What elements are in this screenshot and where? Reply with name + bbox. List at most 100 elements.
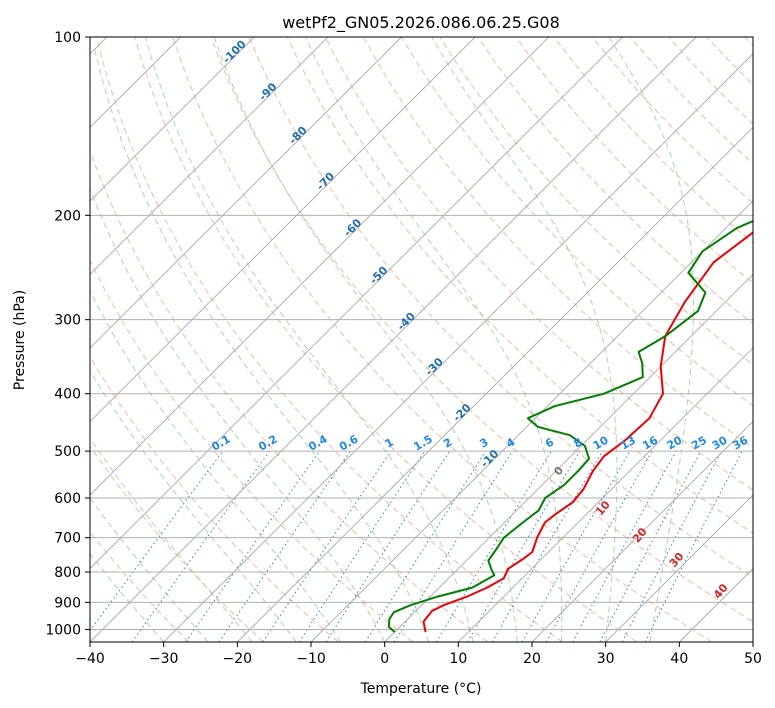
moist-adiabat-line: [305, 37, 563, 642]
y-tick-label: 600: [54, 491, 81, 507]
isotherm-label: -40: [395, 310, 418, 333]
moist-adiabat-label: 0: [551, 464, 566, 478]
x-tick-label: 50: [744, 651, 762, 667]
isotherm-label: -80: [286, 124, 309, 147]
isotherm-line: [236, 126, 753, 642]
isotherm-line: [531, 420, 753, 642]
moist-adiabat-label: 40: [711, 581, 731, 601]
dry-adiabat-line: [286, 37, 753, 534]
mixing-ratio-line: [644, 450, 743, 642]
dry-adiabat-line: [744, 37, 753, 47]
mixing-ratio-label: 3: [478, 436, 491, 451]
moist-adiabat-line: [431, 37, 618, 642]
mixing-ratio-line: [218, 450, 351, 642]
isotherm-line: [90, 37, 329, 276]
moist-adiabat-line: [94, 49, 430, 642]
mixing-ratio-line: [262, 450, 392, 642]
moist-adiabat-line: [90, 497, 209, 642]
dry-adiabat-line: [90, 259, 414, 642]
mixing-ratio-line: [467, 450, 581, 642]
mixing-ratio-label: 1: [383, 436, 396, 451]
isotherm-line: [90, 37, 550, 496]
y-tick-label: 200: [54, 208, 81, 224]
mixing-ratio-label: 1.5: [411, 433, 434, 454]
dry-adiabat-line: [515, 37, 753, 284]
x-tick-label: 10: [449, 651, 467, 667]
x-tick-label: −10: [296, 651, 326, 667]
mixing-ratio-line: [185, 450, 321, 642]
mixing-ratio-label: 25: [689, 434, 709, 453]
mixing-ratio-line: [131, 450, 271, 642]
isotherm-label: -70: [314, 170, 337, 193]
y-tick-label: 500: [54, 444, 81, 460]
y-tick-label: 700: [54, 531, 81, 547]
x-tick-label: 0: [380, 651, 389, 667]
mixing-ratio-line: [572, 450, 677, 642]
isotherm-label: -90: [256, 80, 279, 103]
dry-adiabat-line: [668, 37, 753, 125]
y-tick-label: 800: [54, 565, 81, 581]
mixing-ratio-label: 13: [618, 434, 638, 453]
x-axis: −40 −30 −20 −10 0 10 20 30 40 50: [75, 642, 762, 667]
moist-adiabat-label: 10: [593, 498, 613, 518]
moist-adiabat-line: [608, 37, 695, 642]
y-tick-label: 1000: [45, 622, 81, 638]
series-group: [387, 220, 753, 633]
dry-adiabat-line: [324, 37, 753, 491]
mixing-ratio-label: 8: [572, 436, 585, 451]
dry-adiabat-line: [172, 37, 712, 642]
mixing-ratio-label: 0.1: [209, 433, 232, 454]
moist-adiabat-line: [213, 37, 518, 642]
mixing-ratio-label: 16: [640, 433, 660, 452]
dry-adiabat-line: [90, 355, 339, 642]
x-tick-label: 20: [523, 651, 541, 667]
isotherm-line: [457, 347, 753, 642]
temperature-profile-line: [422, 231, 753, 633]
dry-adiabat-line: [591, 37, 753, 204]
isotherm-line: [90, 37, 476, 423]
mixing-ratio-label: 6: [543, 435, 556, 450]
dry-adiabat-line: [90, 531, 190, 642]
grid: [90, 37, 753, 642]
isotherm-line: [605, 494, 753, 642]
dry-adiabat-line: [90, 149, 488, 642]
plot-frame: [89, 36, 754, 643]
moist-adiabat-label: 30: [667, 550, 687, 570]
mixing-ratio-label: 30: [710, 433, 730, 452]
y-axis: 100 200 300 400 500 600 700 800 900 1000: [45, 30, 90, 638]
moist-adiabat-line: [145, 37, 474, 642]
x-tick-label: −20: [223, 651, 253, 667]
mixing-ratio-line: [393, 450, 513, 642]
moist-adiabat-line: [90, 437, 253, 642]
isotherm-label: -10: [478, 447, 501, 470]
isotherm-label: -30: [423, 355, 446, 378]
y-tick-label: 400: [54, 387, 81, 403]
dry-adiabat-line: [248, 37, 753, 578]
mixing-ratio-label: 0.2: [256, 433, 279, 454]
dry-adiabat-line: [90, 445, 264, 642]
y-axis-label: Pressure (hPa): [12, 290, 28, 390]
isotherm-line: [90, 37, 697, 642]
mixing-ratio-line: [364, 450, 487, 642]
isotherm-label: -50: [367, 264, 390, 287]
dry-adiabat-line: [706, 37, 753, 86]
dewpoint-profile-line: [387, 220, 753, 633]
isotherm-line: [678, 567, 753, 642]
mixing-ratio-line: [298, 450, 426, 642]
dry-adiabat-line: [134, 37, 638, 642]
moist-adiabat-line: [90, 369, 297, 642]
isotherm-line: [90, 37, 402, 349]
isotherm-line: [90, 37, 623, 570]
moist-adiabat-line: [90, 187, 386, 642]
dry-adiabat-line: [96, 37, 563, 642]
y-tick-label: 300: [54, 313, 81, 329]
mixing-ratio-label: 10: [591, 433, 611, 452]
x-tick-label: −40: [75, 651, 105, 667]
chart-title: wetPf2_GN05.2026.086.06.25.G08: [282, 13, 560, 33]
isotherm-line: [310, 200, 753, 642]
y-tick-label: 900: [54, 595, 81, 611]
isotherm-line: [752, 641, 753, 642]
isotherm-label: -60: [341, 216, 364, 239]
isotherm-line: [90, 37, 255, 202]
